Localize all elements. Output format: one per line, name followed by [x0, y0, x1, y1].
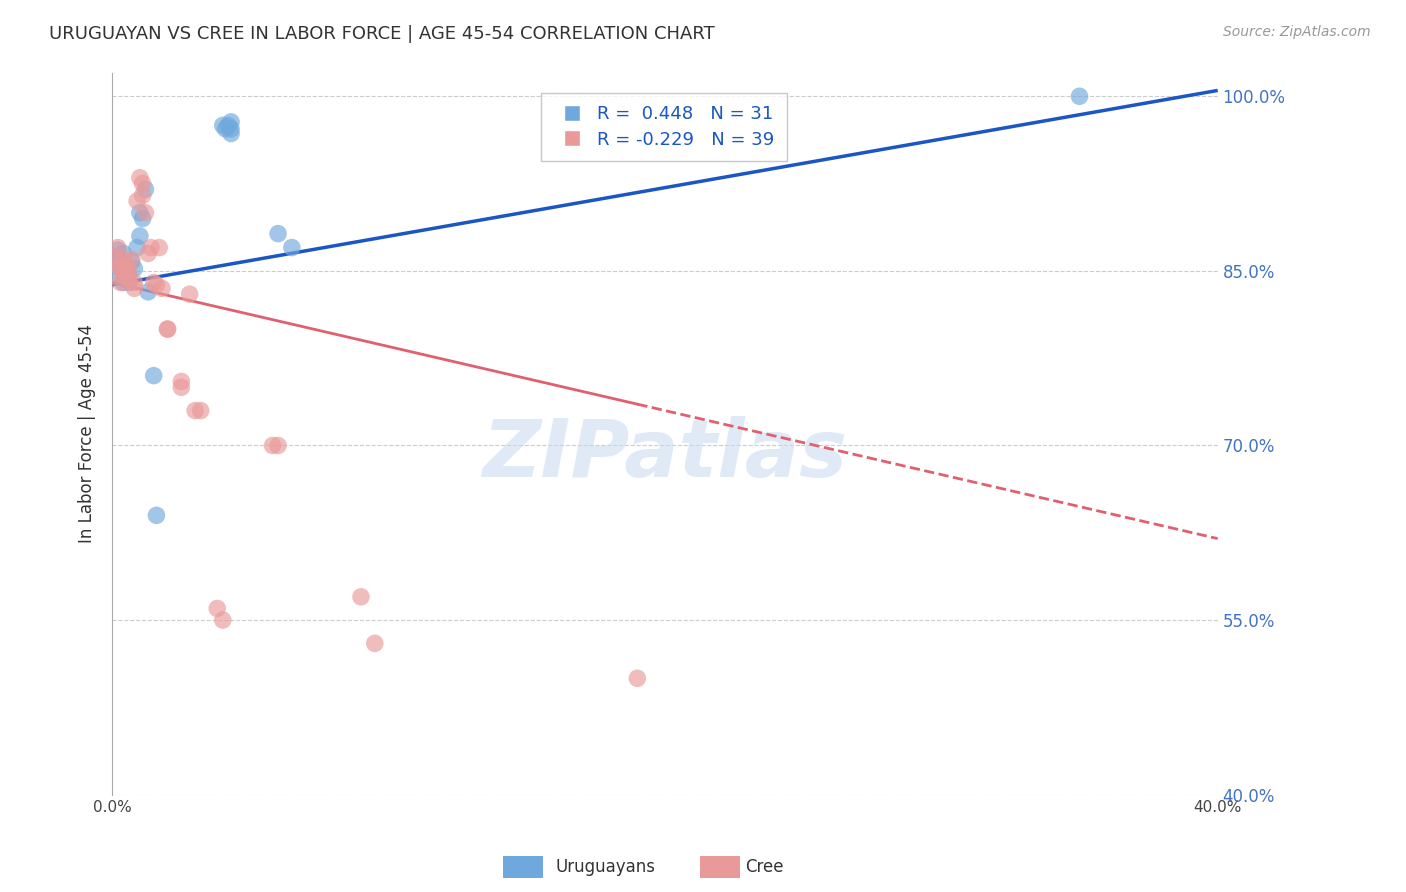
Point: [115, 266, 138, 280]
Point: [107, 243, 129, 257]
Point: [118, 264, 141, 278]
Point: [134, 182, 156, 196]
Point: [267, 438, 290, 452]
Point: [1069, 89, 1091, 103]
Point: [267, 227, 290, 241]
Text: Source: ZipAtlas.com: Source: ZipAtlas.com: [1223, 25, 1371, 39]
Point: [170, 375, 193, 389]
Point: [121, 254, 143, 268]
Point: [145, 508, 167, 523]
Point: [150, 281, 173, 295]
Point: [118, 276, 141, 290]
Point: [107, 258, 129, 272]
Point: [179, 287, 201, 301]
Point: [124, 276, 146, 290]
Point: [110, 261, 132, 276]
Point: [104, 250, 127, 264]
Point: [115, 264, 138, 278]
Point: [136, 285, 159, 299]
Point: [207, 601, 229, 615]
Point: [364, 636, 387, 650]
Point: [112, 254, 135, 268]
Point: [170, 380, 193, 394]
Point: [118, 269, 141, 284]
Point: [142, 276, 165, 290]
Point: [110, 261, 132, 276]
Point: [262, 438, 284, 452]
Point: [131, 177, 153, 191]
Point: [148, 241, 170, 255]
Legend: R =  0.448   N = 31, R = -0.229   N = 39: R = 0.448 N = 31, R = -0.229 N = 39: [541, 93, 787, 161]
Point: [136, 246, 159, 260]
Point: [145, 277, 167, 292]
Point: [184, 403, 207, 417]
Point: [115, 261, 138, 276]
Point: [112, 252, 135, 267]
Point: [112, 276, 135, 290]
Point: [142, 368, 165, 383]
Point: [128, 170, 150, 185]
Point: [190, 403, 212, 417]
Point: [131, 211, 153, 226]
Point: [110, 269, 132, 284]
Text: Cree: Cree: [745, 858, 783, 876]
Point: [139, 241, 162, 255]
Point: [156, 322, 179, 336]
Point: [128, 205, 150, 219]
Point: [128, 229, 150, 244]
Point: [626, 671, 648, 685]
Point: [110, 276, 132, 290]
Point: [127, 241, 149, 255]
Point: [107, 258, 129, 272]
Point: [211, 119, 233, 133]
Point: [219, 121, 242, 136]
Text: Uruguayans: Uruguayans: [555, 858, 655, 876]
Point: [156, 322, 179, 336]
Point: [124, 281, 146, 295]
Text: URUGUAYAN VS CREE IN LABOR FORCE | AGE 45-54 CORRELATION CHART: URUGUAYAN VS CREE IN LABOR FORCE | AGE 4…: [49, 25, 716, 43]
Point: [281, 241, 304, 255]
Point: [107, 241, 129, 255]
Point: [211, 613, 233, 627]
Point: [134, 205, 156, 219]
Point: [219, 115, 242, 129]
Point: [350, 590, 373, 604]
Point: [118, 273, 141, 287]
Point: [131, 188, 153, 202]
Point: [124, 261, 146, 276]
Point: [127, 194, 149, 208]
Point: [217, 119, 239, 133]
Point: [112, 269, 135, 284]
Point: [219, 127, 242, 141]
Point: [115, 258, 138, 272]
Y-axis label: In Labor Force | Age 45-54: In Labor Force | Age 45-54: [79, 325, 96, 543]
Point: [104, 250, 127, 264]
Point: [121, 252, 143, 267]
Text: ZIPatlas: ZIPatlas: [482, 417, 848, 494]
Point: [112, 246, 135, 260]
Point: [214, 121, 236, 136]
